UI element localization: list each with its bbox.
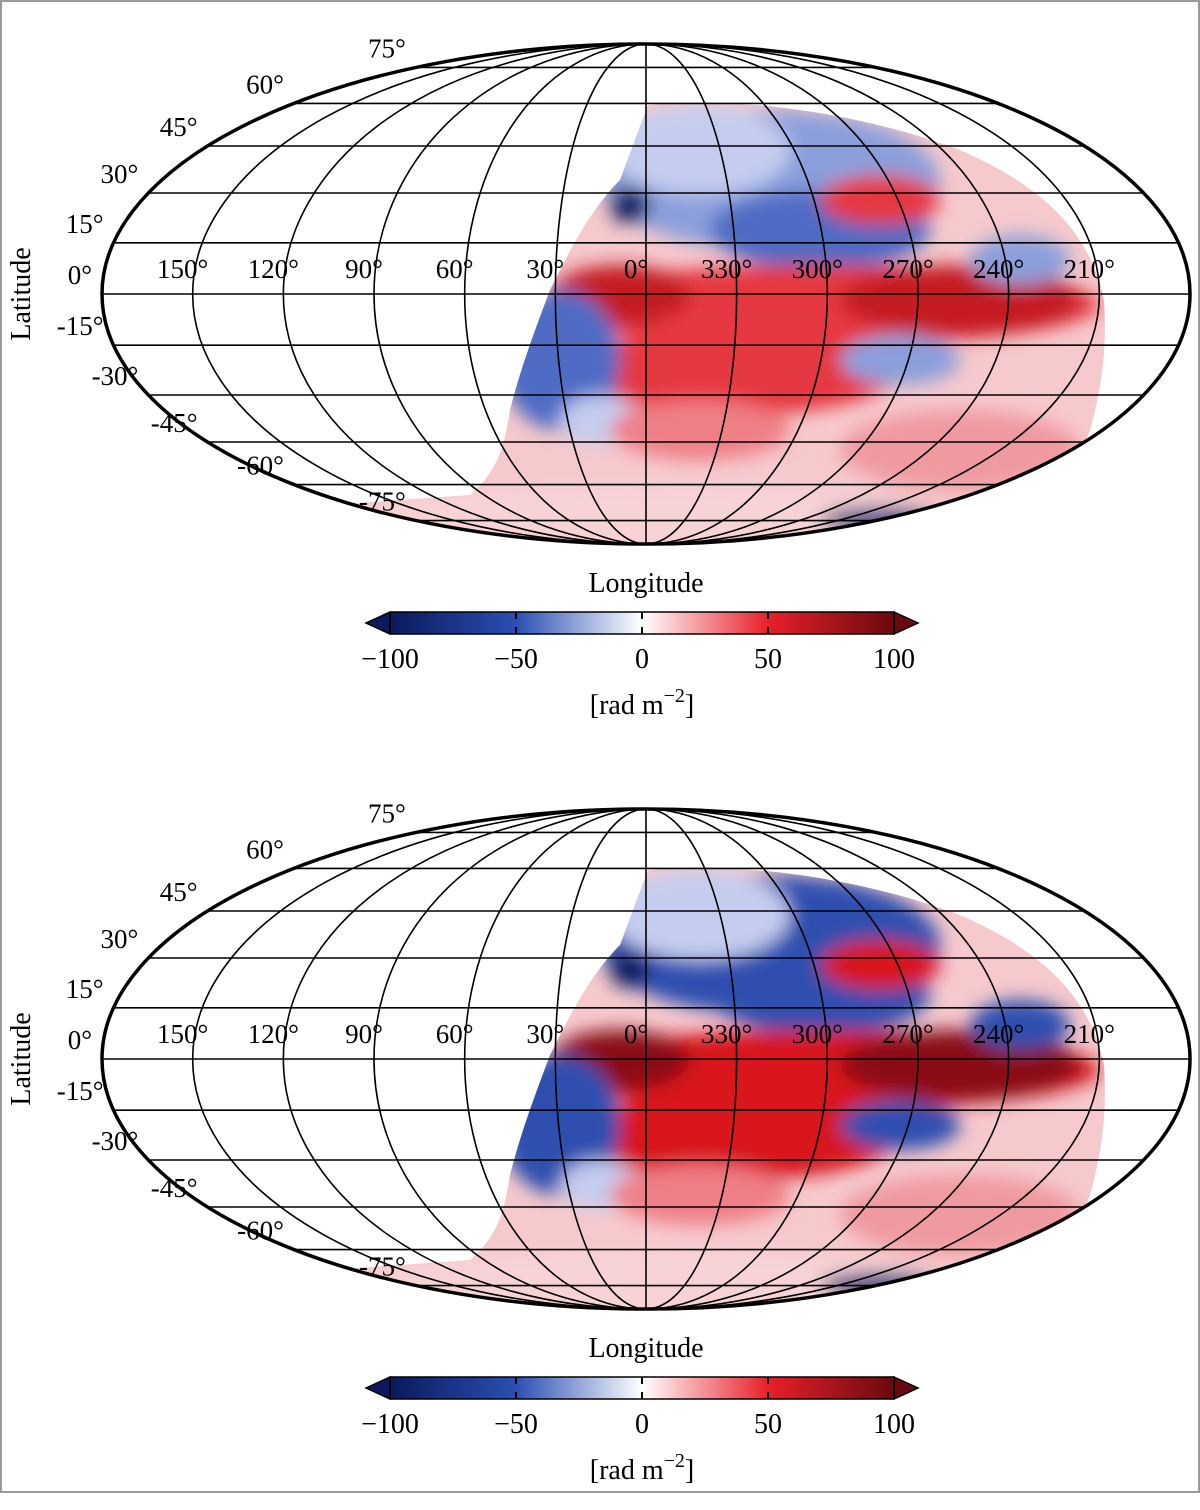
meridian-line (645, 809, 829, 1309)
latitude-tick-label: 30° (101, 924, 139, 954)
latitude-tick-label: -45° (151, 1173, 198, 1203)
longitude-tick-label: 270° (882, 1019, 933, 1049)
longitude-tick-label: 60° (436, 254, 474, 284)
latitude-tick-label: -30° (92, 1126, 139, 1156)
colorbar-label: [rad m−2] (590, 1450, 694, 1486)
meridian-line (463, 809, 647, 1309)
latitude-tick-label: -75° (359, 1252, 406, 1282)
longitude-tick-label: 330° (701, 254, 752, 284)
longitude-tick-label: 120° (248, 1019, 299, 1049)
colorbar-tick-label: −100 (361, 1409, 419, 1440)
longitude-tick-label: 240° (973, 254, 1024, 284)
colorbar-label: [rad m−2] (590, 685, 694, 721)
mollweide-map-top: 150° 120° 90° 60° 30° 0° 330° 300° 270° 240° 210° 7… (6, 33, 1192, 721)
meridian-line (645, 44, 738, 544)
longitude-tick-label: 150° (157, 1019, 208, 1049)
colorbar: −100 −50 0 50 100 [rad m−2] (361, 1375, 920, 1486)
x-axis-title: Longitude (588, 568, 703, 599)
x-axis-title: Longitude (588, 1333, 703, 1364)
y-axis-title: Latitude (6, 247, 37, 340)
meridian-line (373, 44, 647, 544)
latitude-tick-label: -15° (57, 1076, 104, 1106)
latitude-tick-label: 15° (66, 209, 104, 239)
colorbar: −100 −50 0 50 100 [rad m−2] (361, 610, 920, 721)
longitude-tick-label: 120° (248, 254, 299, 284)
latitude-tick-label: 15° (66, 974, 104, 1004)
longitude-tick-label: 210° (1064, 1019, 1115, 1049)
map-boundary (100, 42, 1192, 546)
map-boundary (100, 807, 1192, 1311)
colorbar-tick-label: 50 (754, 644, 782, 675)
longitude-tick-label: 60° (436, 1019, 474, 1049)
meridian-line (554, 44, 647, 544)
longitude-tick-label: 0° (624, 254, 648, 284)
latitude-tick-label: 0° (68, 1025, 92, 1055)
longitude-tick-label: 30° (526, 1019, 564, 1049)
graticule (102, 44, 1190, 544)
meridian-line (645, 809, 1010, 1309)
colorbar-tick-label: −100 (361, 644, 419, 675)
mollweide-map-bottom: 150° 120° 90° 60° 30° 0° 330° 300° 270° 240° 210° 7… (6, 798, 1192, 1486)
colorbar-tick-label: −50 (494, 1409, 538, 1440)
latitude-tick-label: 45° (160, 877, 198, 907)
colorbar-tick-label: 0 (635, 1409, 649, 1440)
colorbar-tick-label: 100 (873, 1409, 915, 1440)
graticule (102, 809, 1190, 1309)
y-axis-title: Latitude (6, 1012, 37, 1105)
meridian-line (373, 809, 647, 1309)
map-panel-top: 150° 120° 90° 60° 30° 0° 330° 300° 270° 240° 210° 7… (0, 0, 1200, 745)
longitude-tick-label: 150° (157, 254, 208, 284)
longitude-tick-label: 330° (701, 1019, 752, 1049)
longitude-tick-label: 90° (345, 1019, 383, 1049)
longitude-tick-label: 30° (526, 254, 564, 284)
latitude-tick-label: -15° (57, 311, 104, 341)
colorbar-extend-high (893, 1375, 920, 1401)
latitude-tick-label: -45° (151, 408, 198, 438)
meridian-line (282, 44, 647, 544)
meridian-line (645, 44, 1101, 544)
meridian-line (645, 809, 738, 1309)
longitude-tick-label: 300° (792, 1019, 843, 1049)
colorbar-extend-high (893, 610, 920, 636)
meridian-line (463, 44, 647, 544)
latitude-tick-label: 30° (101, 159, 139, 189)
meridian-line (191, 809, 647, 1309)
latitude-tick-label: 60° (246, 834, 284, 864)
colorbar-tick-label: 100 (873, 644, 915, 675)
colorbar-tick-label: −50 (494, 644, 538, 675)
longitude-tick-label: 210° (1064, 254, 1115, 284)
meridian-line (645, 44, 829, 544)
meridian-line (645, 44, 1010, 544)
meridian-line (554, 809, 647, 1309)
colorbar-tick-label: 0 (635, 644, 649, 675)
longitude-tick-label: 0° (624, 1019, 648, 1049)
map-panel-bottom: 150° 120° 90° 60° 30° 0° 330° 300° 270° 240° 210° 7… (0, 765, 1200, 1510)
meridian-line (645, 809, 919, 1309)
latitude-tick-label: 75° (368, 798, 406, 828)
meridian-line (282, 809, 647, 1309)
meridian-line (645, 809, 1101, 1309)
colorbar-extend-low (364, 1375, 391, 1401)
latitude-tick-label: 60° (246, 69, 284, 99)
longitude-tick-label: 90° (345, 254, 383, 284)
latitude-tick-label: 45° (160, 112, 198, 142)
latitude-tick-label: -60° (237, 451, 284, 481)
longitude-tick-label: 270° (882, 254, 933, 284)
latitude-tick-label: 0° (68, 260, 92, 290)
latitude-tick-label: -30° (92, 361, 139, 391)
longitude-tick-label: 240° (973, 1019, 1024, 1049)
colorbar-extend-low (364, 610, 391, 636)
meridian-line (645, 44, 919, 544)
colorbar-tick-label: 50 (754, 1409, 782, 1440)
latitude-tick-label: -60° (237, 1216, 284, 1246)
meridian-line (191, 44, 647, 544)
latitude-tick-label: 75° (368, 33, 406, 63)
longitude-tick-label: 300° (792, 254, 843, 284)
latitude-tick-label: -75° (359, 487, 406, 517)
